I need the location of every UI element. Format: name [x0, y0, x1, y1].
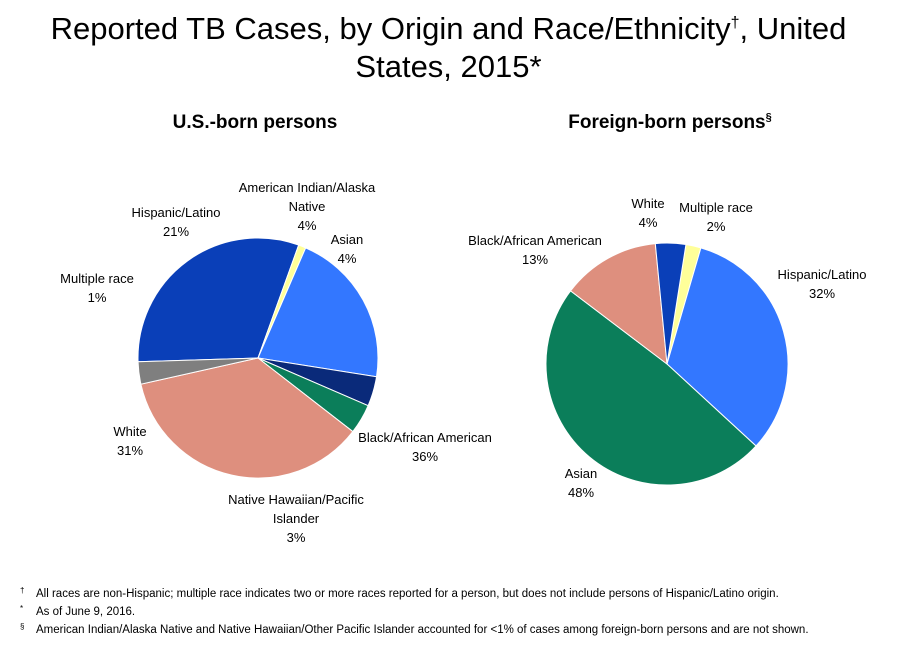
us-born-subtitle: U.S.-born persons	[130, 112, 380, 134]
slice-label-asian: Asian 48%	[565, 466, 598, 500]
foreign-born-subtitle: Foreign-born persons§	[540, 112, 800, 134]
foreign-born-subtitle-text: Foreign-born persons	[568, 112, 766, 133]
footnote-mark: §	[20, 622, 25, 631]
us-born-pie: White 31% Multiple race 1% Hispanic/Latino 21…	[60, 180, 492, 545]
footnote-text: All races are non-Hispanic; multiple rac…	[36, 588, 779, 600]
pie-slice-hispanic-latino	[257, 247, 379, 378]
pie-slice-white	[137, 237, 300, 363]
slice-label-black-african-american: Black/African American 36%	[358, 430, 492, 464]
footnote-excluded: § American Indian/Alaska Native and Nati…	[20, 621, 890, 639]
slice-label-white: White 4%	[631, 196, 664, 230]
title-dagger-mark: †	[730, 14, 740, 32]
footnote-text: American Indian/Alaska Native and Native…	[36, 624, 809, 636]
foreign-born-subtitle-mark: §	[765, 111, 772, 124]
slice-label-black-african-american: Black/African American 13%	[468, 233, 602, 267]
slice-label-asian: Asian 4%	[331, 232, 364, 266]
footnote-mark: *	[20, 604, 24, 613]
slice-label-hispanic-latino: Hispanic/Latino 21%	[132, 205, 221, 239]
footnotes: † All races are non-Hispanic; multiple r…	[20, 585, 890, 639]
slice-label-multiple-race: Multiple race 2%	[679, 200, 753, 234]
footnote-races: † All races are non-Hispanic; multiple r…	[20, 585, 890, 603]
slice-label-multiple-race: Multiple race 1%	[60, 271, 134, 305]
title-line2: States, 2015*	[355, 49, 542, 84]
us-born-subtitle-text: U.S.-born persons	[172, 112, 338, 133]
pie-slice-black-african-american	[140, 357, 354, 479]
pie-slice-black-african-american	[569, 243, 668, 366]
pie-slice-native-hawaiian-pacific-islander	[137, 357, 259, 385]
pie-slice-hispanic-latino	[666, 247, 789, 447]
title-line1-end: , United	[739, 11, 847, 46]
slice-label-native-hawaiian-pacific-islander: Native Hawaiian/Pacific Islander 3%	[228, 492, 364, 545]
slice-label-hispanic-latino: Hispanic/Latino 32%	[778, 267, 867, 301]
pie-slice-white	[654, 242, 687, 365]
slice-label-american-indian-alaska-native: American Indian/Alaska Native 4%	[239, 180, 376, 233]
title-line1: Reported TB Cases, by Origin and Race/Et…	[50, 11, 731, 46]
footnote-mark: †	[20, 586, 25, 595]
footnote-text: As of June 9, 2016.	[36, 606, 136, 618]
foreign-born-pie: Multiple race 2% Hispanic/Latino 32% Asian 48…	[468, 196, 866, 500]
chart-title: Reported TB Cases, by Origin and Race/Et…	[0, 10, 897, 86]
footnote-date: * As of June 9, 2016.	[20, 603, 890, 621]
slice-label-white: White 31%	[113, 424, 146, 458]
pie-slice-asian	[545, 290, 757, 486]
